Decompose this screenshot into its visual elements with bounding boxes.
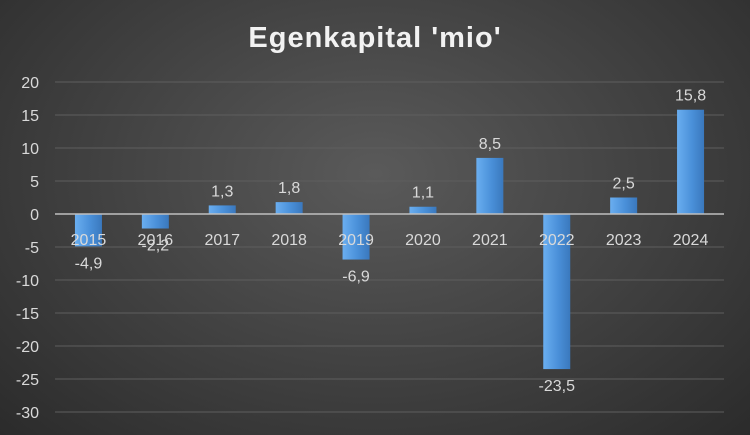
data-label: 1,3 [211, 183, 233, 200]
x-tick-label: 2020 [405, 232, 441, 249]
x-tick-label: 2022 [539, 232, 575, 249]
x-tick-label: 2023 [606, 232, 642, 249]
bar-2022 [543, 214, 571, 370]
x-axis-categories: 2015 2016 2017 2018 2019 2020 2021 2022 2023 2024 [71, 232, 709, 249]
y-axis-ticks: 20 15 10 5 0 -5 -10 -15 -20 -25 -30 [16, 75, 39, 422]
data-label: 8,5 [479, 136, 501, 153]
bar-2016 [141, 214, 169, 229]
data-labels: -4,9 -2,2 1,3 1,8 -6,9 1,1 8,5 -23,5 2,5 15,8 [75, 88, 707, 395]
x-tick-label: 2015 [71, 232, 107, 249]
bar-2018 [275, 202, 303, 214]
data-label: 1,1 [412, 185, 434, 202]
y-tick-label: -30 [16, 405, 39, 422]
bar-2021 [476, 157, 504, 214]
y-tick-label: 10 [21, 141, 39, 158]
data-label: 1,8 [278, 180, 300, 197]
data-label: -2,2 [142, 238, 170, 255]
y-tick-label: 0 [30, 207, 39, 224]
y-tick-label: 5 [30, 174, 39, 191]
x-tick-label: 2017 [204, 232, 240, 249]
data-label: -6,9 [342, 269, 370, 286]
x-tick-label: 2021 [472, 232, 508, 249]
x-tick-label: 2016 [138, 232, 174, 249]
bar-2024 [677, 109, 705, 214]
x-tick-label: 2024 [673, 232, 709, 249]
bar-2015 [74, 214, 102, 247]
bar-2020 [409, 206, 437, 214]
bar-2017 [208, 205, 236, 214]
bar-2023 [610, 197, 638, 214]
y-tick-label: -10 [16, 273, 39, 290]
data-label: -4,9 [75, 255, 103, 272]
y-tick-label: 20 [21, 75, 39, 92]
bars [74, 109, 705, 370]
y-tick-label: -25 [16, 372, 39, 389]
data-label: 2,5 [613, 176, 635, 193]
data-label: -23,5 [539, 378, 576, 395]
bar-2019 [342, 214, 370, 260]
data-label: 15,8 [675, 88, 706, 105]
y-tick-label: -20 [16, 339, 39, 356]
x-tick-label: 2019 [338, 232, 374, 249]
x-tick-label: 2018 [271, 232, 307, 249]
y-tick-label: -5 [25, 240, 39, 257]
chart-title: Egenkapital 'mio' [248, 22, 501, 54]
y-tick-label: 15 [21, 108, 39, 125]
y-tick-label: -15 [16, 306, 39, 323]
